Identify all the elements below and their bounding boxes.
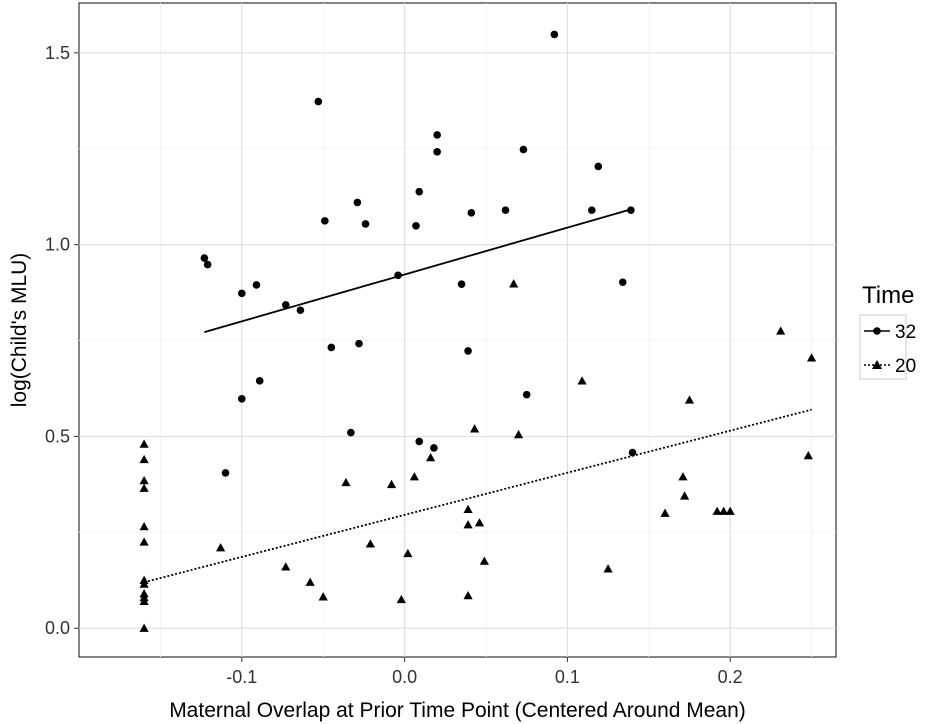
point-32 xyxy=(627,206,635,214)
y-tick-label: 0.0 xyxy=(45,618,70,638)
point-32 xyxy=(415,187,424,196)
legend-marker-triangle xyxy=(872,360,882,369)
point-32 xyxy=(464,347,472,355)
point-20 xyxy=(469,424,480,433)
point-20 xyxy=(426,452,436,462)
point-20 xyxy=(139,454,149,464)
point-32 xyxy=(457,280,466,288)
point-20 xyxy=(139,537,149,546)
point-20 xyxy=(463,504,473,514)
point-20 xyxy=(776,326,786,335)
point-32 xyxy=(321,217,329,225)
point-20 xyxy=(403,548,413,558)
point-20 xyxy=(660,508,670,517)
point-20 xyxy=(719,506,729,515)
legend-marker-circle xyxy=(873,327,881,335)
point-20 xyxy=(474,518,485,527)
point-20 xyxy=(577,376,587,385)
point-32 xyxy=(628,448,637,457)
x-tick-label: 0.1 xyxy=(555,667,580,687)
point-32 xyxy=(588,206,596,214)
point-32 xyxy=(618,278,627,287)
point-20 xyxy=(216,543,226,552)
point-32 xyxy=(237,395,246,403)
axis-ticks: -0.1 0.0 0.1 0.2 0.0 0.5 1.0 1.5 xyxy=(45,43,743,687)
x-tick-label: 0.0 xyxy=(392,667,417,687)
point-20 xyxy=(341,477,351,487)
trend-line-32 xyxy=(204,208,632,333)
point-32 xyxy=(355,339,363,348)
x-tick-label: -0.1 xyxy=(226,667,257,687)
point-32 xyxy=(296,306,305,315)
point-20 xyxy=(281,562,291,571)
point-20 xyxy=(365,539,376,548)
legend-label-32: 32 xyxy=(895,322,916,343)
y-tick-label: 0.5 xyxy=(45,426,70,446)
point-20 xyxy=(684,395,695,404)
point-20 xyxy=(806,353,817,362)
point-20 xyxy=(318,592,328,601)
point-32 xyxy=(394,271,402,280)
point-20 xyxy=(513,429,524,439)
x-tick-label: 0.2 xyxy=(718,667,743,687)
point-32 xyxy=(361,220,370,228)
point-32 xyxy=(594,162,603,171)
legend-key-box xyxy=(859,314,907,380)
point-20 xyxy=(139,475,149,485)
point-32 xyxy=(501,206,510,214)
point-32 xyxy=(519,145,528,154)
point-20 xyxy=(396,594,406,604)
point-32 xyxy=(203,260,212,269)
point-32 xyxy=(314,97,323,106)
y-axis-title: log(Child's MLU) xyxy=(8,253,31,408)
point-32 xyxy=(255,377,264,385)
x-axis-title: Maternal Overlap at Prior Time Point (Ce… xyxy=(169,699,746,722)
point-20 xyxy=(509,279,519,288)
point-20 xyxy=(139,521,149,531)
point-20 xyxy=(803,451,813,460)
plot-panel xyxy=(78,2,837,658)
point-32 xyxy=(252,281,261,289)
point-20 xyxy=(680,491,690,500)
point-32 xyxy=(221,469,230,477)
point-32 xyxy=(467,209,476,217)
point-32 xyxy=(347,428,355,437)
point-32 xyxy=(522,390,531,399)
point-20 xyxy=(409,472,419,481)
point-20 xyxy=(139,439,149,448)
point-32 xyxy=(412,222,420,230)
point-32 xyxy=(237,289,246,298)
point-32 xyxy=(550,30,559,39)
legend-label-20: 20 xyxy=(895,356,916,377)
trend-lines xyxy=(143,208,812,584)
point-20 xyxy=(725,506,735,515)
point-20 xyxy=(712,506,722,515)
legend: Time 32 20 xyxy=(859,282,916,380)
point-20 xyxy=(139,579,149,588)
data-points xyxy=(139,30,817,632)
point-32 xyxy=(353,198,362,207)
y-tick-label: 1.0 xyxy=(45,235,70,255)
trend-line-20 xyxy=(143,408,812,584)
point-20 xyxy=(678,472,688,481)
point-32 xyxy=(281,301,290,309)
point-20 xyxy=(603,564,613,573)
point-20 xyxy=(479,556,489,565)
point-32 xyxy=(433,131,441,139)
point-20 xyxy=(139,623,149,632)
point-32 xyxy=(327,343,336,352)
point-32 xyxy=(433,148,441,156)
point-20 xyxy=(463,591,473,600)
point-32 xyxy=(415,437,424,446)
point-20 xyxy=(139,596,149,606)
point-20 xyxy=(386,479,397,489)
point-20 xyxy=(139,483,149,492)
point-20 xyxy=(305,577,315,586)
legend-title: Time xyxy=(862,282,914,309)
y-tick-label: 1.5 xyxy=(45,43,70,63)
point-32 xyxy=(200,254,209,262)
point-20 xyxy=(463,520,473,529)
point-32 xyxy=(430,444,438,452)
